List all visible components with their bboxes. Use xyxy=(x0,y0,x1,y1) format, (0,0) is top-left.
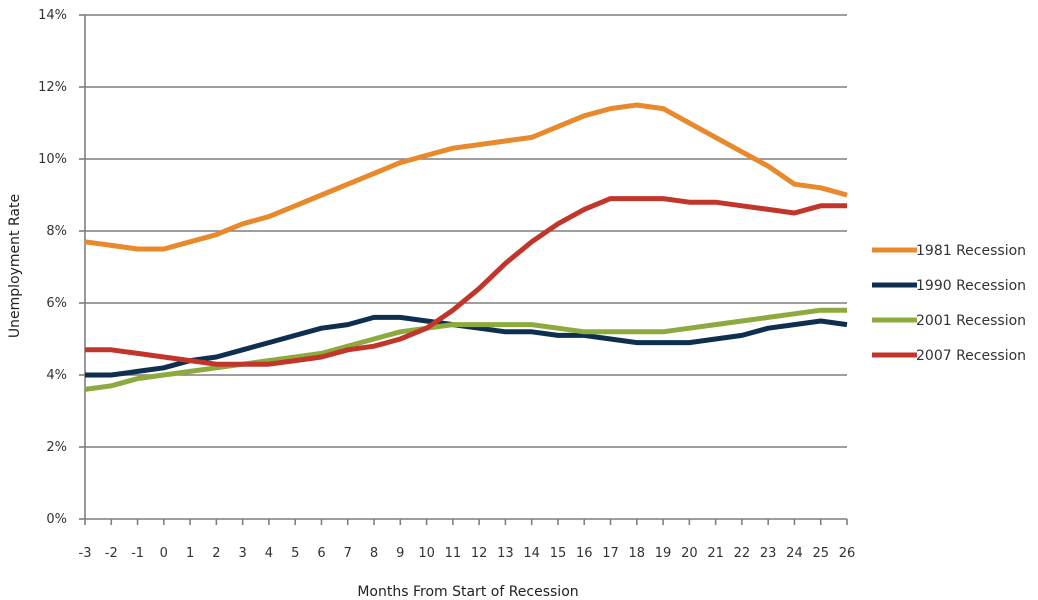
x-tick-label: 3 xyxy=(239,546,247,561)
x-tick-label: 4 xyxy=(265,546,273,561)
x-tick-label: -2 xyxy=(105,546,118,561)
y-tick-label: 4% xyxy=(46,368,67,383)
x-tick-label: 23 xyxy=(760,546,777,561)
x-tick-label: 19 xyxy=(655,546,672,561)
axes xyxy=(79,14,848,525)
x-tick-label: 1 xyxy=(186,546,194,561)
x-tick-label: 17 xyxy=(602,546,619,561)
gridlines xyxy=(85,14,847,448)
y-tick-label: 6% xyxy=(46,296,67,311)
legend-item-2007-recession: 2007 Recession xyxy=(872,348,1026,364)
series-line-1981-recession xyxy=(84,102,848,252)
x-tick-label: 8 xyxy=(370,546,378,561)
y-tick-labels: 0% 2% 4% 6% 8% 10% 12% 14% xyxy=(38,8,67,527)
x-tick-label: 9 xyxy=(396,546,404,561)
x-tick-label: -1 xyxy=(131,546,144,561)
x-tick-label: 13 xyxy=(497,546,514,561)
y-tick-label: 8% xyxy=(46,224,67,239)
series-line-2007-recession xyxy=(85,196,847,367)
x-tick-label: 25 xyxy=(812,546,829,561)
legend-label: 1981 Recession xyxy=(916,243,1026,259)
x-tick-label: 11 xyxy=(445,546,462,561)
y-tick-label: 12% xyxy=(38,80,67,95)
x-tick-label: 21 xyxy=(707,546,724,561)
x-tick-label: 0 xyxy=(160,546,168,561)
series-lines xyxy=(84,102,848,392)
x-tick-label: 5 xyxy=(291,546,299,561)
x-tick-label: 20 xyxy=(681,546,698,561)
x-tick-label: 24 xyxy=(786,546,803,561)
x-tick-label: 12 xyxy=(471,546,488,561)
x-tick-label: 6 xyxy=(317,546,325,561)
x-tick-label: 14 xyxy=(523,546,540,561)
x-tick-label: 10 xyxy=(418,546,435,561)
x-tick-label: 15 xyxy=(550,546,567,561)
legend: 1981 Recession 1990 Recession 2001 Recessi… xyxy=(872,243,1026,364)
x-tick-label: -3 xyxy=(79,546,92,561)
y-tick-label: 14% xyxy=(38,8,67,23)
x-tick-label: 2 xyxy=(212,546,220,561)
legend-item-1981-recession: 1981 Recession xyxy=(872,243,1026,259)
x-tick-label: 26 xyxy=(839,546,856,561)
y-tick-label: 10% xyxy=(38,152,67,167)
x-axis-title: Months From Start of Recession xyxy=(357,584,578,600)
y-tick-label: 2% xyxy=(46,440,67,455)
x-tick-label: 22 xyxy=(734,546,751,561)
x-tick-label: 18 xyxy=(629,546,646,561)
y-axis-title: Unemployment Rate xyxy=(7,194,23,338)
legend-item-2001-recession: 2001 Recession xyxy=(872,313,1026,329)
legend-label: 1990 Recession xyxy=(916,278,1026,294)
x-tick-label: 7 xyxy=(344,546,352,561)
x-tick-labels: -3 -2 -1 0 1 2 3 4 5 6 7 8 9 10 11 12 13 14 15 16 17 18 19 20 21… xyxy=(79,546,856,561)
legend-label: 2001 Recession xyxy=(916,313,1026,329)
series-line-2001-recession xyxy=(84,307,847,392)
legend-item-1990-recession: 1990 Recession xyxy=(872,278,1026,294)
x-tick-label: 16 xyxy=(576,546,593,561)
y-tick-label: 0% xyxy=(46,512,67,527)
legend-label: 2007 Recession xyxy=(916,348,1026,364)
